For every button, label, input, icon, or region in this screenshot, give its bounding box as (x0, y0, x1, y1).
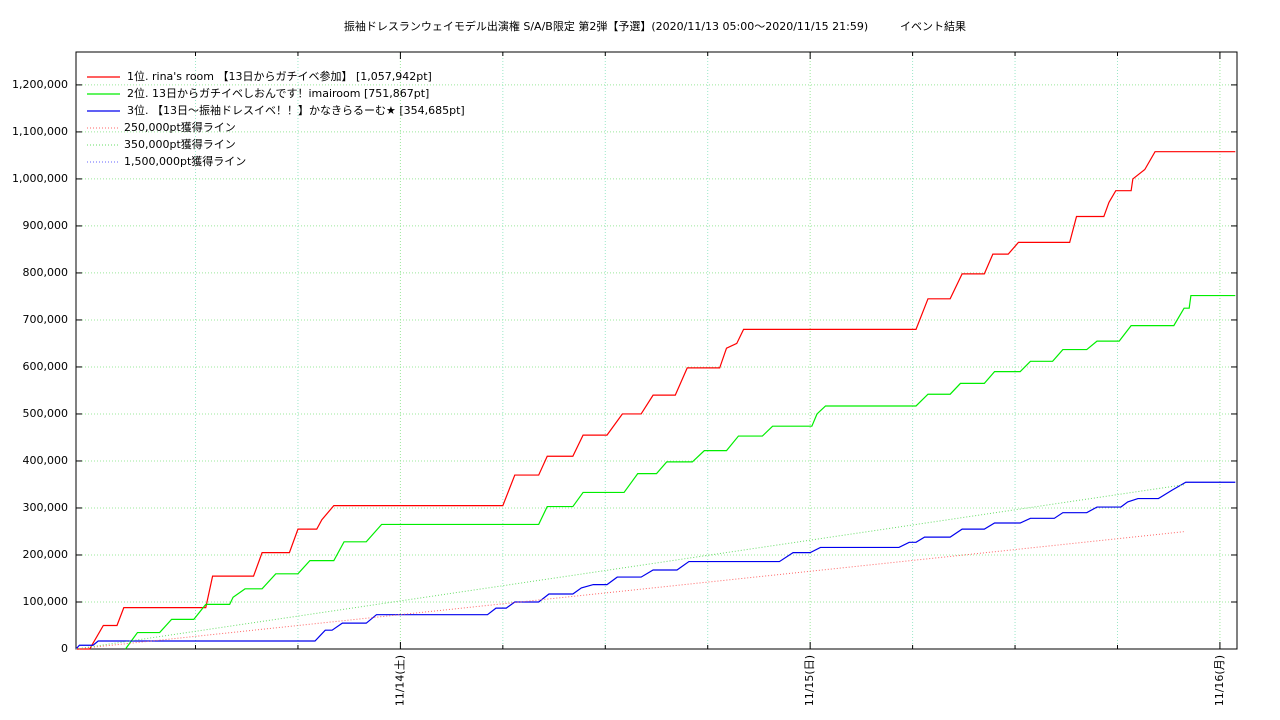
legend-label: 350,000pt獲得ライン (124, 138, 236, 151)
y-tick-label: 900,000 (23, 219, 69, 232)
y-tick-label: 1,200,000 (12, 78, 68, 91)
series-line (76, 151, 1236, 650)
y-tick-label: 1,000,000 (12, 172, 68, 185)
y-tick-label: 500,000 (23, 407, 69, 420)
legend-label: 1,500,000pt獲得ライン (124, 155, 246, 168)
series-line (125, 294, 1236, 650)
y-tick-label: 800,000 (23, 266, 69, 279)
plot-frame (75, 51, 1238, 650)
legend-label: 250,000pt獲得ライン (124, 121, 236, 134)
y-tick-label: 200,000 (23, 548, 69, 561)
series-line (75, 483, 1186, 650)
legend-label: 1位. rina's room 【13日からガチイベ参加】 [1,057,942… (127, 69, 432, 83)
y-tick-label: 0 (61, 642, 68, 655)
x-tick-label: 11/15(日) (803, 655, 816, 706)
x-tick-label: 11/16(月) (1213, 655, 1226, 706)
y-tick-label: 700,000 (23, 313, 69, 326)
y-tick-label: 1,100,000 (12, 125, 68, 138)
chart-subtitle: イベント結果 (900, 19, 966, 33)
y-tick-label: 400,000 (23, 454, 69, 467)
legend-label: 2位. 13日からガチイベしおんです！imairoom [751,867pt] (127, 86, 429, 100)
legend-label: 3位. 【13日〜振袖ドレスイベ！！】かなきらるーむ★ [354,685pt] (127, 103, 465, 117)
y-tick-label: 100,000 (23, 595, 69, 608)
y-tick-label: 300,000 (23, 501, 69, 514)
y-tick-label: 600,000 (23, 360, 69, 373)
series-line (75, 481, 1236, 650)
x-tick-label: 11/14(土) (393, 655, 406, 706)
chart-title: 振袖ドレスランウェイモデル出演権 S/A/B限定 第2弾【予選】(2020/11… (344, 19, 868, 33)
